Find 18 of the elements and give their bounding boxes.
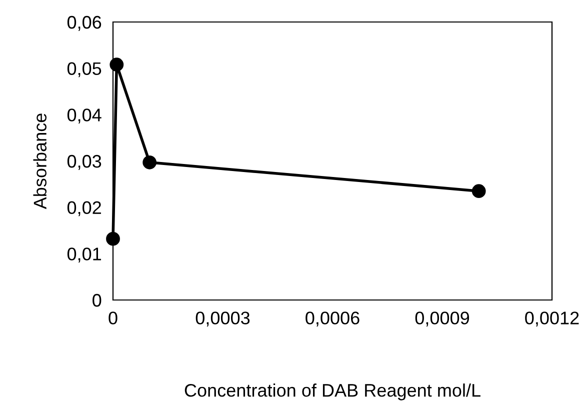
y-tick-label: 0,03 [67, 154, 102, 170]
y-axis-title: Absorbance [33, 114, 47, 210]
x-tick-label: 0,0009 [415, 312, 470, 327]
x-tick-label: 0,0003 [196, 312, 250, 327]
y-tick-label: 0 [92, 294, 102, 307]
x-tick-label: 0,0012 [525, 312, 579, 327]
point [472, 184, 486, 198]
point [106, 232, 120, 246]
y-tick-label: 0,02 [67, 201, 101, 216]
x-tick-label: 0 [108, 312, 118, 324]
x-axis-title: Concentration of DAB Reagent mol/L [184, 384, 480, 400]
y-tick-label: 0,01 [67, 248, 102, 263]
y-tick-label: 0,04 [67, 108, 102, 124]
x-tick-label: 0,0006 [306, 312, 360, 327]
y-tick-label: 0,06 [67, 16, 102, 31]
point [142, 155, 157, 170]
point [110, 58, 124, 72]
y-tick-label: 0,05 [67, 62, 102, 78]
